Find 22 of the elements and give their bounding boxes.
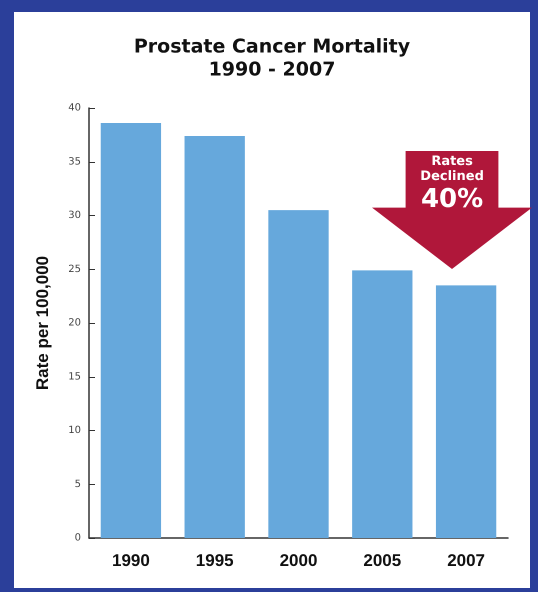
x-tick-label: 2007 xyxy=(447,551,486,570)
chart-title: Prostate Cancer Mortality xyxy=(134,36,411,58)
y-tick-label: 20 xyxy=(68,318,81,328)
y-tick-label: 10 xyxy=(68,425,81,436)
y-tick-label: 15 xyxy=(68,371,81,382)
bar xyxy=(436,285,496,538)
y-axis-title: Rate per 100,000 xyxy=(33,256,52,390)
chart-subtitle: 1990 - 2007 xyxy=(208,58,336,80)
y-tick-label: 5 xyxy=(74,478,81,490)
y-tick-label: 25 xyxy=(68,264,81,275)
y-tick-label: 40 xyxy=(68,102,81,114)
bar xyxy=(100,123,162,538)
x-tick-label: 1990 xyxy=(112,551,150,570)
y-tick-label: 30 xyxy=(68,210,81,221)
x-tick-label: 2005 xyxy=(363,551,402,570)
y-tick-label: 0 xyxy=(74,532,81,544)
x-tick-label: 2000 xyxy=(280,551,318,570)
y-tick-label: 35 xyxy=(68,156,81,168)
bar xyxy=(268,210,329,538)
bar xyxy=(184,136,245,538)
annotation: Rates Declined 40% xyxy=(419,154,485,216)
x-tick-label: 1995 xyxy=(196,551,234,570)
